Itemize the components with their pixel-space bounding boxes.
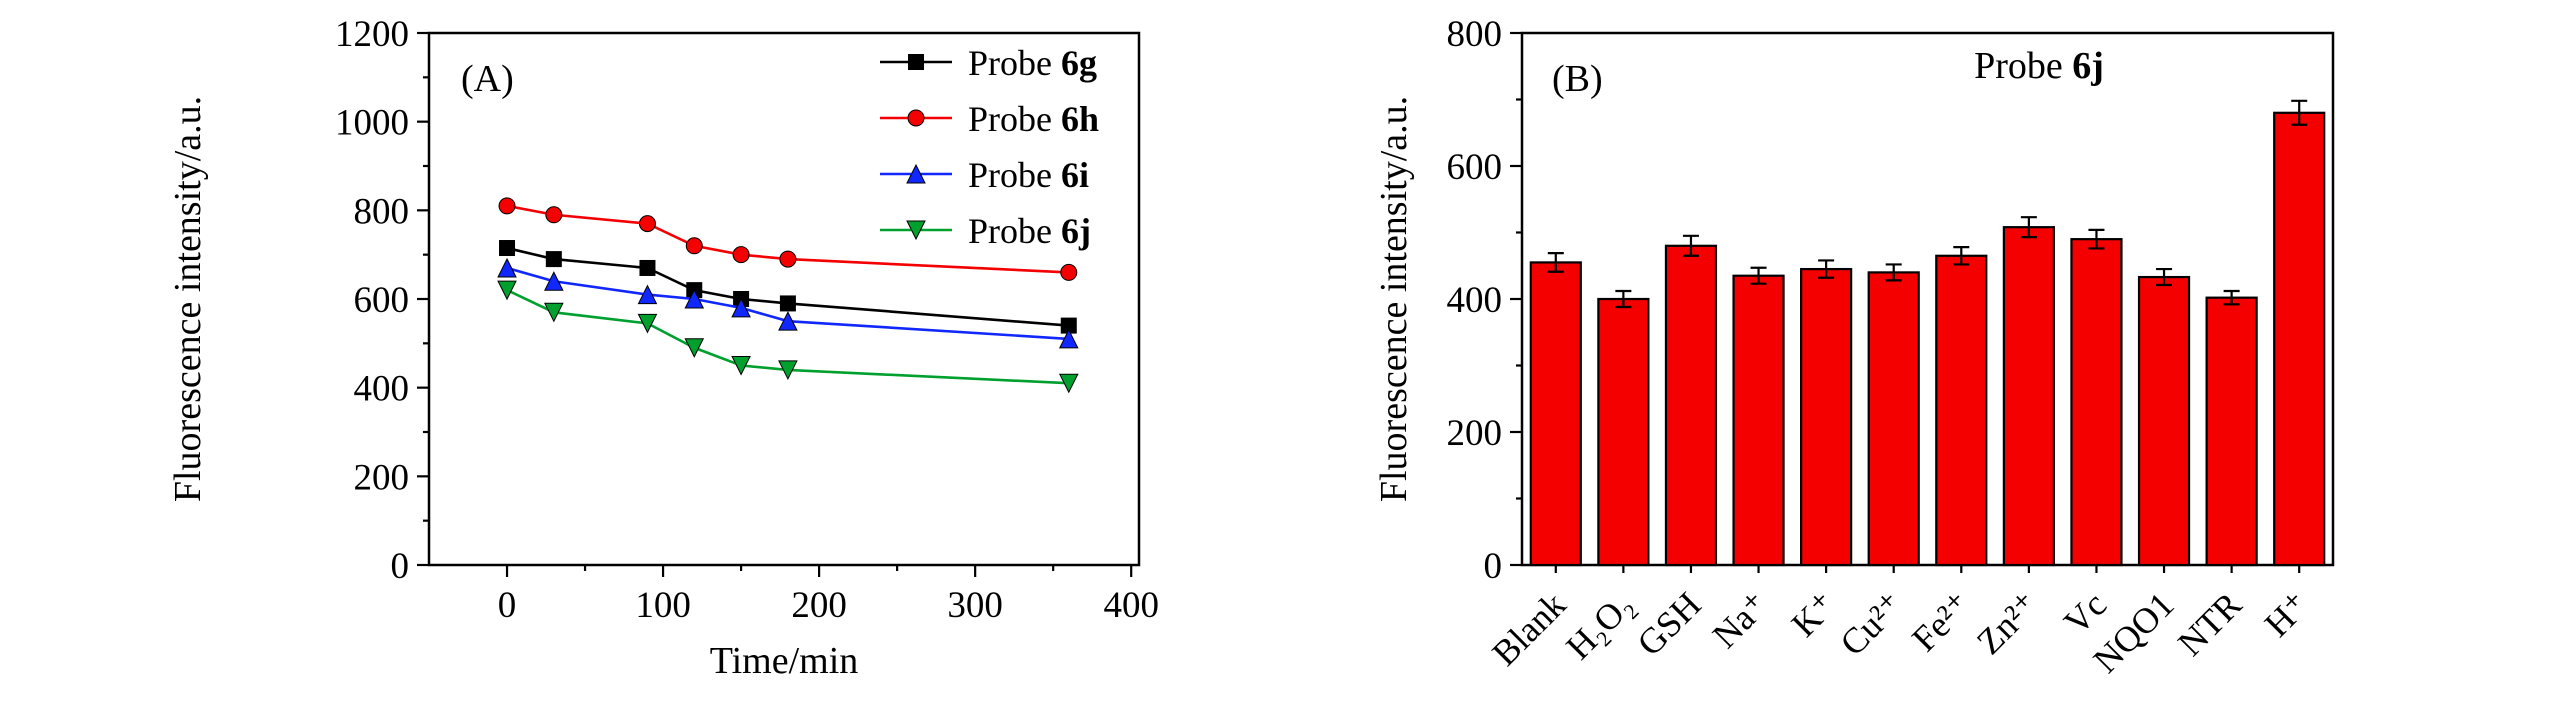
y-tick-label: 1200 [335,14,409,55]
bar [2137,275,2191,567]
data-point-6j [497,280,517,301]
panel-label-a: (A) [461,58,514,100]
panel-a: 0 200 400 600 800 1000 1200 Fluorescence intens… [167,14,1159,682]
x-tick-label: 100 [635,585,691,626]
x-tick-label: 0 [498,585,517,626]
bar [1800,267,1853,567]
legend-label: Probe 6i [968,155,1089,195]
x-tick-label: 400 [1103,585,1159,626]
data-point-6j [1058,373,1079,394]
y-tick-label: 600 [1447,147,1503,188]
bar [1732,274,1785,567]
x-tick-label: 200 [791,585,847,626]
data-point-6i [497,257,517,278]
data-point-6h [545,206,563,224]
legend-circle-icon [907,109,925,127]
bar [1664,244,1718,567]
x-axis-label: Time/min [710,640,859,682]
panel-label-b: (B) [1552,58,1603,100]
legend: Probe 6g Probe 6h Probe 6i Probe 6j [880,43,1099,251]
data-point-6i [684,288,705,309]
data-point-6j [731,356,751,376]
data-point-6j [778,360,798,381]
data-point-6h [638,215,656,233]
data-point-6h [498,197,516,215]
data-point-6j [637,313,658,334]
y-tick-label: 0 [1484,546,1503,587]
legend-item: Probe 6i [880,155,1089,195]
y-axis-label: Fluorescence intensity/a.u. [167,96,209,502]
bar [2002,226,2055,567]
category-label: GSH [1629,584,1708,663]
data-point-6h [779,250,797,268]
y-tick-label: 200 [354,457,410,498]
data-point-6i [778,311,798,331]
legend-square-icon [908,54,924,70]
bar [2205,296,2258,567]
x-tick-label: 300 [947,585,1003,626]
y-tick-label: 1000 [335,103,409,144]
annotation-probe-6j: Probe 6j [1974,45,2104,87]
panel-b: 0 200 400 600 800 Fluorescence intensity/a.u.… [1284,0,2567,709]
category-label: Fe²⁺ [1904,584,1979,659]
data-point-6i [1058,328,1079,349]
y-tick-label: 0 [391,546,410,587]
category-label: Na⁺ [1705,584,1776,655]
bar [2070,238,2123,567]
data-point-6j [684,338,705,358]
y-tick-label: 400 [1447,280,1503,321]
bar [1867,271,1920,567]
category-label: H⁺ [2257,584,2317,644]
y-tick-label: 800 [354,191,410,232]
bar [2273,111,2326,567]
y-tick-label: 200 [1447,413,1503,454]
legend-triangle-down-icon [906,220,926,241]
legend-item: Probe 6j [880,211,1091,251]
y-tick-label: 800 [1447,14,1503,55]
bar [1529,261,1582,567]
data-point-6h [1060,263,1078,281]
data-point-6i [637,284,658,305]
category-label: Blank [1484,584,1573,673]
y-tick-label: 600 [354,280,410,321]
data-point-6g [499,240,516,257]
legend-label: Probe 6g [968,43,1097,83]
data-point-6g [639,259,656,276]
data-point-6i [731,297,751,318]
data-point-6g [545,251,562,268]
category-label: NTR [2170,584,2249,663]
data-point-6h [685,237,703,255]
legend-item: Probe 6g [880,43,1097,83]
legend-label: Probe 6j [968,211,1091,251]
category-label: Zn²⁺ [1969,584,2047,662]
legend-triangle-up-icon [906,163,926,184]
data-point-6h [732,246,750,264]
legend-label: Probe 6h [968,99,1099,139]
bar-chart: 0 200 400 600 800 Fluorescence intensity/a.u.… [1373,14,2335,681]
legend-item: Probe 6h [880,99,1099,139]
bar [1935,254,1988,567]
category-label: Cu²⁺ [1832,584,1911,663]
data-point-6g [779,295,796,312]
category-label: H₂O₂ [1558,584,1641,667]
y-axis-label: Fluorescence intensity/a.u. [1373,96,1415,502]
data-point-6i [544,271,564,291]
bar [1597,297,1650,567]
y-tick-label: 400 [354,369,410,410]
data-point-6j [544,302,564,323]
